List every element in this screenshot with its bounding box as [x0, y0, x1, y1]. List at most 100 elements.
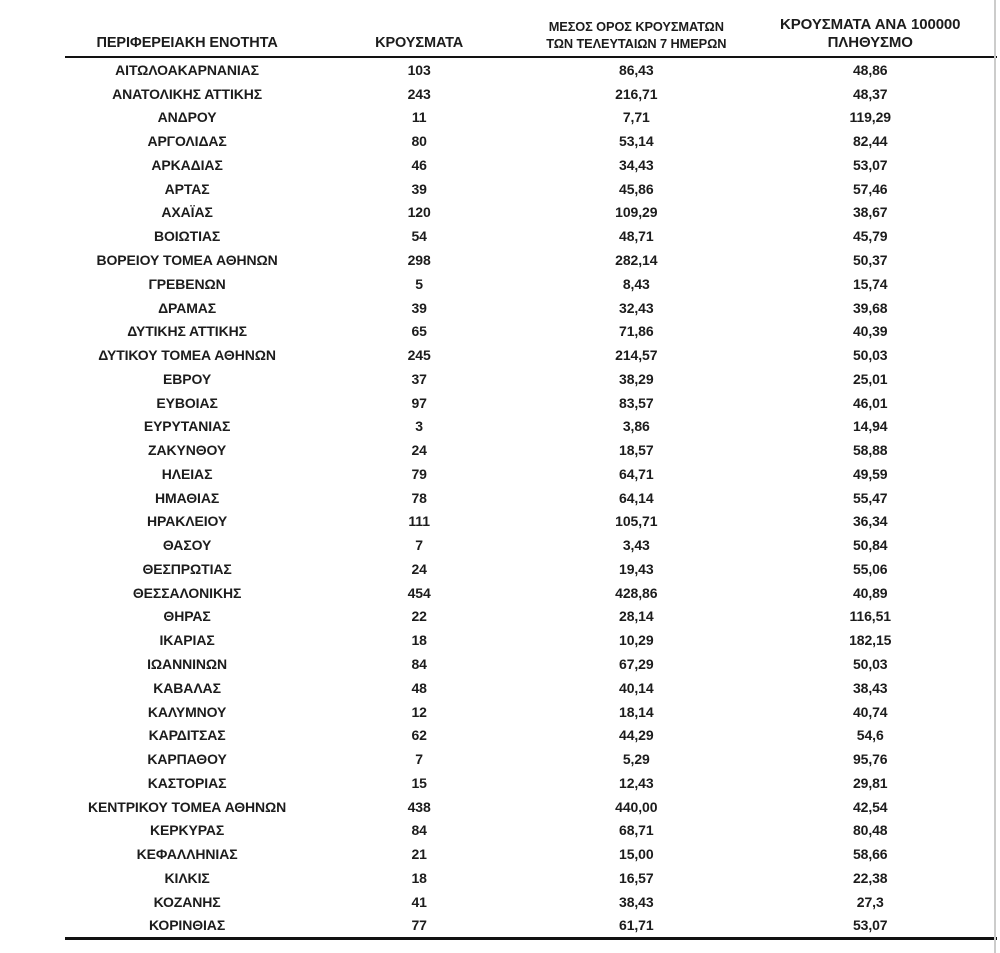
table-row: ΑΡΤΑΣ 39 45,86 57,46 [65, 177, 997, 201]
cases-cell: 77 [411, 917, 427, 934]
cases-cell: 18 [411, 869, 427, 886]
table-row: ΑΡΓΟΛΙΔΑΣ 80 53,14 82,44 [65, 129, 997, 153]
cases-cell: 78 [411, 489, 427, 506]
per-100k-cell: 40,89 [852, 584, 888, 601]
cases-cell: 18 [411, 632, 427, 649]
cases-cell: 24 [411, 560, 427, 577]
region-name-cell: ΕΒΡΟΥ [163, 370, 212, 387]
table-row: ΗΛΕΙΑΣ 79 64,71 49,59 [65, 462, 997, 486]
per-100k-cell: 57,46 [852, 180, 888, 197]
cases-cell: 21 [411, 846, 427, 863]
table-row: ΓΡΕΒΕΝΩΝ 5 8,43 15,74 [65, 272, 997, 296]
region-name-cell: ΗΜΑΘΙΑΣ [155, 489, 220, 506]
avg-7day-cell: 8,43 [622, 275, 650, 292]
table-row: ΗΜΑΘΙΑΣ 78 64,14 55,47 [65, 486, 997, 510]
table-body: ΑΙΤΩΛΟΑΚΑΡΝΑΝΙΑΣ 103 86,43 48,86 ΑΝΑΤΟΛΙ… [65, 57, 997, 939]
header-row: ΠΕΡΙΦΕΡΕΙΑΚΗ ΕΝΟΤΗΤΑ ΚΡΟΥΣΜΑΤΑ ΜΕΣΟΣ ΟΡΟ… [65, 0, 997, 58]
per-100k-cell: 50,84 [852, 537, 888, 554]
region-name-cell: ΔΡΑΜΑΣ [158, 299, 217, 316]
region-name-cell: ΑΡΤΑΣ [164, 180, 210, 197]
table-row: ΚΕΡΚΥΡΑΣ 84 68,71 80,48 [65, 819, 997, 843]
avg-7day-cell: 64,14 [619, 489, 654, 506]
avg-7day-cell: 214,57 [615, 347, 658, 364]
avg-7day-cell: 428,86 [615, 584, 658, 601]
avg-7day-cell: 216,71 [615, 85, 658, 102]
cases-cell: 22 [411, 608, 427, 625]
table-row: ΕΥΒΟΙΑΣ 97 83,57 46,01 [65, 391, 997, 415]
table-row: ΚΑΒΑΛΑΣ 48 40,14 38,43 [65, 676, 997, 700]
col-header-per-100k-line2: ΠΛΗΘΥΣΜΟ [827, 34, 913, 51]
table-row: ΚΙΛΚΙΣ 18 16,57 22,38 [65, 866, 997, 890]
region-name-cell: ΒΟΡΕΙΟΥ ΤΟΜΕΑ ΑΘΗΝΩΝ [96, 252, 278, 268]
avg-7day-cell: 10,29 [619, 632, 654, 649]
avg-7day-cell: 5,29 [622, 751, 650, 768]
per-100k-cell: 42,54 [852, 798, 888, 815]
avg-7day-cell: 12,43 [619, 774, 654, 791]
avg-7day-cell: 71,86 [619, 323, 654, 340]
per-100k-cell: 49,59 [852, 465, 888, 482]
cases-cell: 7 [415, 537, 423, 554]
page-edge-line [994, 0, 996, 953]
cases-cell: 7 [415, 751, 423, 768]
cases-cell: 80 [411, 133, 427, 150]
avg-7day-cell: 53,14 [619, 133, 654, 150]
region-name-cell: ΗΡΑΚΛΕΙΟΥ [147, 513, 228, 530]
cases-cell: 120 [407, 204, 431, 221]
avg-7day-cell: 86,43 [619, 61, 654, 78]
region-name-cell: ΚΑΣΤΟΡΙΑΣ [147, 774, 227, 791]
per-100k-cell: 80,48 [852, 822, 888, 839]
table-row: ΙΚΑΡΙΑΣ 18 10,29 182,15 [65, 628, 997, 652]
cases-cell: 65 [411, 323, 427, 340]
avg-7day-cell: 32,43 [619, 299, 654, 316]
per-100k-cell: 55,47 [852, 489, 888, 506]
col-header-per-100k-line1: ΚΡΟΥΣΜΑΤΑ ΑΝΑ 100000 [780, 16, 961, 33]
cases-cell: 103 [407, 61, 431, 78]
per-100k-cell: 119,29 [849, 109, 892, 126]
region-name-cell: ΘΗΡΑΣ [163, 608, 211, 625]
cases-cell: 243 [407, 85, 431, 102]
table-row: ΚΑΛΥΜΝΟΥ 12 18,14 40,74 [65, 700, 997, 724]
region-name-cell: ΘΕΣΠΡΩΤΙΑΣ [142, 560, 232, 577]
cases-cell: 46 [411, 156, 427, 173]
per-100k-cell: 29,81 [852, 774, 888, 791]
per-100k-cell: 58,88 [852, 442, 888, 459]
avg-7day-cell: 40,14 [619, 679, 654, 696]
table-row: ΘΗΡΑΣ 22 28,14 116,51 [65, 605, 997, 629]
col-header-7day-avg: ΜΕΣΟΣ ΟΡΟΣ ΚΡΟΥΣΜΑΤΩΝ ΤΩΝ ΤΕΛΕΥΤΑΙΩΝ 7 Η… [529, 0, 744, 58]
table-row: ΚΑΡΔΙΤΣΑΣ 62 44,29 54,6 [65, 723, 997, 747]
per-100k-cell: 95,76 [852, 751, 888, 768]
per-100k-cell: 45,79 [852, 228, 888, 245]
cases-cell: 48 [411, 679, 427, 696]
region-name-cell: ΚΟΡΙΝΘΙΑΣ [149, 917, 226, 934]
region-name-cell: ΚΕΦΑΛΛΗΝΙΑΣ [136, 846, 238, 863]
table-row: ΕΥΡΥΤΑΝΙΑΣ 3 3,86 14,94 [65, 414, 997, 438]
cases-cell: 97 [411, 394, 427, 411]
col-header-cases: ΚΡΟΥΣΜΑΤΑ [309, 0, 530, 58]
cases-cell: 41 [411, 893, 427, 910]
region-name-cell: ΘΕΣΣΑΛΟΝΙΚΗΣ [132, 584, 242, 601]
table-row: ΘΑΣΟΥ 7 3,43 50,84 [65, 533, 997, 557]
cases-cell: 12 [411, 703, 427, 720]
table-row: ΔΥΤΙΚΟΥ ΤΟΜΕΑ ΑΘΗΝΩΝ 245 214,57 50,03 [65, 343, 997, 367]
region-name-cell: ΑΡΓΟΛΙΔΑΣ [147, 133, 227, 150]
region-name-cell: ΑΙΤΩΛΟΑΚΑΡΝΑΝΙΑΣ [115, 61, 259, 78]
cases-cell: 24 [411, 442, 427, 459]
cases-cell: 298 [407, 252, 431, 268]
region-name-cell: ΔΥΤΙΚΗΣ ΑΤΤΙΚΗΣ [127, 323, 247, 340]
region-name-cell: ΔΥΤΙΚΟΥ ΤΟΜΕΑ ΑΘΗΝΩΝ [98, 347, 276, 364]
avg-7day-cell: 38,29 [619, 370, 654, 387]
avg-7day-cell: 34,43 [619, 156, 654, 173]
cases-cell: 245 [407, 347, 431, 364]
per-100k-cell: 55,06 [852, 560, 888, 577]
per-100k-cell: 53,07 [852, 156, 888, 173]
table-row: ΑΝΔΡΟΥ 11 7,71 119,29 [65, 106, 997, 130]
per-100k-cell: 14,94 [852, 418, 888, 435]
cases-cell: 39 [411, 299, 427, 316]
avg-7day-cell: 45,86 [619, 180, 654, 197]
cases-cell: 84 [411, 822, 427, 839]
region-name-cell: ΑΝΑΤΟΛΙΚΗΣ ΑΤΤΙΚΗΣ [112, 85, 263, 102]
table-row: ΚΑΡΠΑΘΟΥ 7 5,29 95,76 [65, 747, 997, 771]
cases-cell: 54 [411, 228, 427, 245]
region-name-cell: ΚΟΖΑΝΗΣ [153, 893, 221, 910]
avg-7day-cell: 3,43 [622, 537, 650, 554]
